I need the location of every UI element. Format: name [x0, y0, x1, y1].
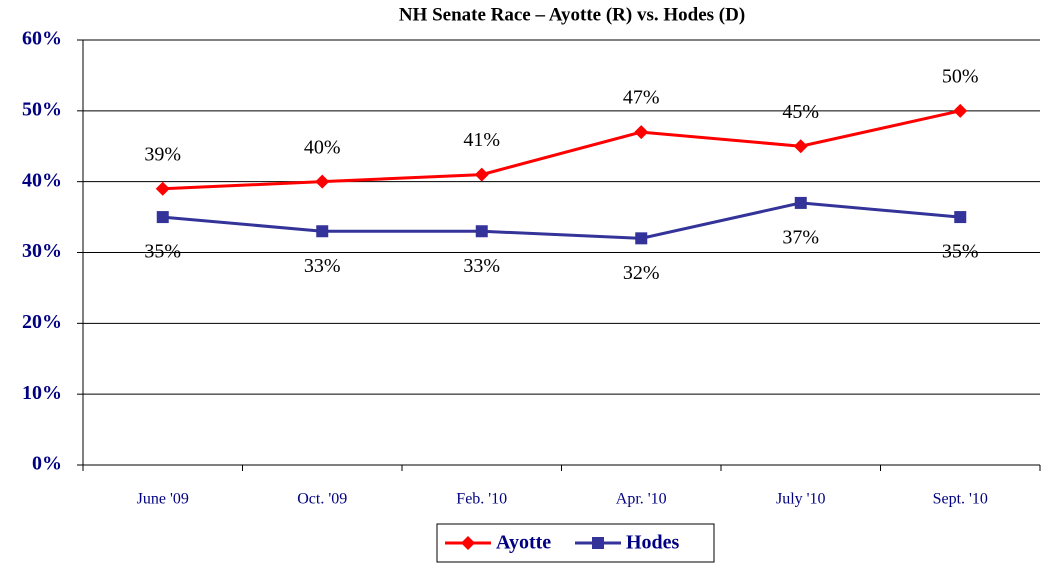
- x-tick-label: Feb. '10: [456, 491, 507, 508]
- y-tick-label: 60%: [22, 28, 62, 50]
- data-label: 41%: [463, 129, 500, 151]
- marker: [954, 211, 967, 224]
- chart-title: NH Senate Race – Ayotte (R) vs. Hodes (D…: [399, 4, 745, 25]
- data-label: 37%: [782, 227, 819, 249]
- data-label: 47%: [623, 87, 660, 109]
- y-tick-label: 0%: [32, 453, 62, 475]
- y-tick-label: 20%: [22, 311, 62, 333]
- legend-label: Ayotte: [496, 532, 551, 554]
- x-tick-label: Oct. '09: [297, 491, 347, 508]
- x-tick-label: July '10: [776, 491, 826, 508]
- x-tick-label: Apr. '10: [616, 491, 667, 508]
- x-tick-label: Sept. '10: [933, 491, 988, 508]
- marker: [475, 225, 488, 238]
- data-label: 39%: [144, 143, 181, 165]
- marker: [461, 536, 475, 550]
- data-label: 45%: [782, 101, 819, 123]
- data-label: 35%: [942, 241, 979, 263]
- marker: [156, 211, 169, 224]
- data-label: 50%: [942, 65, 979, 87]
- data-label: 32%: [623, 262, 660, 284]
- data-label: 33%: [463, 255, 500, 277]
- series-line: [162, 201, 961, 240]
- marker: [592, 537, 604, 549]
- marker: [474, 167, 489, 182]
- marker: [155, 181, 170, 196]
- y-tick-label: 50%: [22, 98, 62, 120]
- data-label: 40%: [304, 136, 341, 158]
- marker: [793, 139, 808, 154]
- data-label: 33%: [304, 255, 341, 277]
- series-line: [162, 109, 961, 191]
- y-tick-label: 10%: [22, 382, 62, 404]
- marker: [794, 196, 807, 209]
- y-tick-label: 30%: [22, 240, 62, 262]
- marker: [635, 232, 648, 245]
- marker: [634, 125, 649, 140]
- legend-label: Hodes: [626, 532, 680, 554]
- data-label: 35%: [144, 241, 181, 263]
- marker: [315, 174, 330, 189]
- marker: [953, 103, 968, 118]
- marker: [316, 225, 329, 238]
- legend: Ayotte Hodes: [436, 523, 715, 563]
- y-tick-label: 40%: [22, 169, 62, 191]
- x-tick-label: June '09: [137, 491, 189, 508]
